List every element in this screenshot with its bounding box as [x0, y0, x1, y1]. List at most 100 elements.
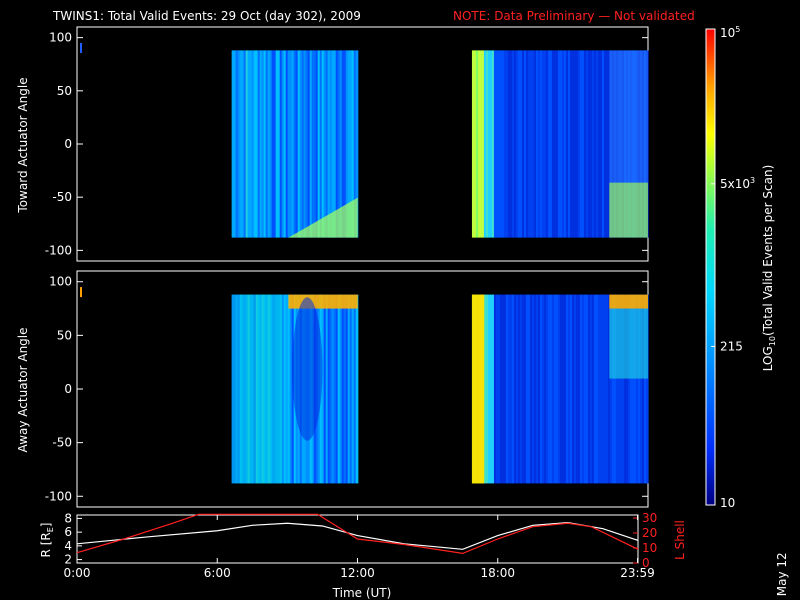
heatmap-column	[539, 294, 543, 484]
heatmap-column	[337, 50, 341, 238]
heatmap-column	[263, 294, 267, 484]
heatmap-column	[589, 294, 593, 484]
heatmap-column	[515, 50, 519, 238]
r-axis-label: R [RE]	[39, 523, 55, 558]
heatmap-column	[491, 50, 495, 238]
y-tick-label: -100	[45, 243, 72, 257]
heatmap-column	[311, 50, 315, 238]
lshell-tick-label: 0	[642, 556, 650, 570]
heatmap-column	[237, 294, 241, 484]
heatmap-column	[527, 294, 531, 484]
heatmap-column	[259, 294, 263, 484]
heatmap-column	[583, 50, 587, 238]
heatmap-column	[321, 294, 325, 484]
y-tick-label: 50	[57, 84, 72, 98]
heatmap-column	[551, 294, 555, 484]
heatmap-column	[231, 294, 235, 484]
heatmap-column	[303, 50, 307, 238]
heatmap-column	[489, 50, 493, 238]
heatmap-column	[565, 50, 569, 238]
heatmap-column	[529, 294, 533, 484]
heatmap-column	[509, 50, 513, 238]
heatmap-column	[343, 50, 347, 238]
time-tick-label: 6:00	[204, 566, 231, 580]
heatmap-column	[323, 50, 327, 238]
heatmap-column	[233, 294, 237, 484]
heatmap-column	[507, 294, 511, 484]
heatmap-column	[627, 294, 631, 484]
heatmap-column	[479, 50, 483, 238]
heatmap-column	[639, 294, 643, 484]
heatmap-column	[319, 50, 323, 238]
heatmap-column	[519, 294, 523, 484]
heatmap-column	[503, 50, 507, 238]
lshell-tick-label: 30	[642, 511, 657, 525]
heatmap-column	[643, 294, 647, 484]
heatmap-column	[325, 50, 329, 238]
heatmap-column	[329, 50, 333, 238]
heatmap-column	[525, 50, 529, 238]
heatmap-column	[583, 294, 587, 484]
heatmap-column	[581, 294, 585, 484]
colorbar-tick-label: 10	[720, 496, 735, 510]
colorbar	[705, 28, 716, 506]
heatmap-column	[621, 294, 625, 484]
heatmap-column	[477, 50, 481, 238]
heatmap-column	[349, 50, 353, 238]
heatmap-column	[511, 50, 515, 238]
y-tick-label: -50	[52, 436, 72, 450]
heatmap-column	[547, 294, 551, 484]
time-tick-label: 0:00	[64, 566, 91, 580]
heatmap-column	[589, 50, 593, 238]
heatmap-column	[581, 50, 585, 238]
heatmap-column	[265, 294, 269, 484]
heatmap-column	[569, 50, 573, 238]
heatmap-column	[579, 50, 583, 238]
y-tick-label: 100	[49, 275, 72, 289]
heatmap-column	[483, 50, 487, 238]
heatmap-column	[571, 50, 575, 238]
away-heatmap: 100 50 0 -50 -100	[45, 275, 649, 503]
heatmap-column	[575, 50, 579, 238]
heatmap-column	[329, 294, 333, 484]
heatmap-column	[331, 50, 335, 238]
colorbar-tick-label: 5x103	[720, 176, 755, 191]
heatmap-column	[617, 294, 621, 484]
heatmap-column	[335, 294, 339, 484]
heatmap-column	[601, 294, 605, 484]
heatmap-column	[537, 50, 541, 238]
heatmap-column	[475, 50, 479, 238]
heatmap-column	[287, 294, 291, 484]
heatmap-column	[597, 50, 601, 238]
heatmap-column	[267, 50, 271, 238]
heatmap-column	[283, 294, 287, 484]
heatmap-column	[555, 50, 559, 238]
heatmap-column	[545, 294, 549, 484]
away-ylabel: Away Actuator Angle	[16, 327, 30, 452]
heatmap-column	[539, 50, 543, 238]
heatmap-column	[619, 294, 623, 484]
heatmap-column	[261, 294, 265, 484]
heatmap-column	[561, 294, 565, 484]
heatmap-column	[625, 294, 629, 484]
heatmap-column	[297, 50, 301, 238]
heatmap-column	[493, 50, 497, 238]
heatmap-column	[545, 50, 549, 238]
heatmap-column	[323, 294, 327, 484]
heatmap-column	[629, 294, 633, 484]
heatmap-column	[257, 294, 261, 484]
heatmap-column	[499, 294, 503, 484]
heatmap-column	[517, 294, 521, 484]
heatmap-column	[591, 50, 595, 238]
note-text: NOTE: Data Preliminary — Not validated	[453, 9, 695, 23]
heatmap-column	[543, 294, 547, 484]
heatmap-column	[339, 50, 343, 238]
heatmap-column	[327, 294, 331, 484]
heatmap-column	[309, 50, 313, 238]
heatmap-column	[353, 50, 357, 238]
heatmap-column	[551, 50, 555, 238]
heatmap-column	[579, 294, 583, 484]
heatmap-high-region	[288, 294, 358, 309]
heatmap-column	[577, 50, 581, 238]
heatmap-column	[593, 50, 597, 238]
